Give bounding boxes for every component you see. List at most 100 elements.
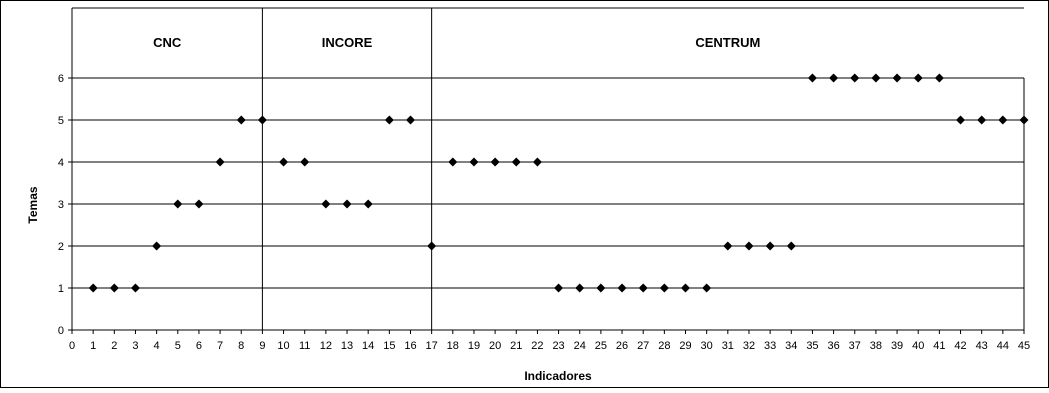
- data-point-22: [532, 157, 542, 167]
- x-tick-label-36: 36: [827, 340, 839, 352]
- x-tick-label-22: 22: [531, 340, 543, 352]
- data-point-10: [279, 157, 289, 167]
- x-tick-label-35: 35: [806, 340, 818, 352]
- x-tick-label-1: 1: [90, 340, 96, 352]
- x-tick-label-14: 14: [362, 340, 374, 352]
- data-point-15: [384, 115, 394, 125]
- x-tick-label-27: 27: [637, 340, 649, 352]
- x-tick-label-31: 31: [722, 340, 734, 352]
- x-tick-label-10: 10: [277, 340, 289, 352]
- data-point-24: [575, 283, 585, 293]
- x-tick-label-19: 19: [468, 340, 480, 352]
- y-tick-label-6: 6: [58, 73, 64, 85]
- x-tick-label-40: 40: [912, 340, 924, 352]
- data-point-12: [321, 199, 331, 209]
- data-point-40: [913, 73, 923, 83]
- x-tick-label-33: 33: [764, 340, 776, 352]
- data-point-7: [215, 157, 225, 167]
- group-label-incore: INCORE: [322, 35, 373, 50]
- x-tick-label-5: 5: [175, 340, 181, 352]
- y-tick-label-0: 0: [58, 325, 64, 337]
- data-point-9: [257, 115, 267, 125]
- data-point-19: [469, 157, 479, 167]
- x-tick-label-28: 28: [658, 340, 670, 352]
- x-tick-label-18: 18: [447, 340, 459, 352]
- y-tick-label-4: 4: [58, 157, 64, 169]
- data-point-33: [765, 241, 775, 251]
- x-tick-label-41: 41: [933, 340, 945, 352]
- data-point-32: [744, 241, 754, 251]
- x-tick-label-8: 8: [238, 340, 244, 352]
- y-tick-label-3: 3: [58, 199, 64, 211]
- x-tick-label-21: 21: [510, 340, 522, 352]
- x-tick-label-25: 25: [595, 340, 607, 352]
- data-points: [88, 73, 1029, 293]
- data-point-11: [300, 157, 310, 167]
- y-tick-label-2: 2: [58, 241, 64, 253]
- data-point-30: [702, 283, 712, 293]
- data-point-43: [977, 115, 987, 125]
- y-axis-title: Temas: [26, 186, 40, 223]
- x-tick-label-13: 13: [341, 340, 353, 352]
- group-dividers: CNC INCORE CENTRUM: [153, 8, 760, 330]
- y-tick-label-1: 1: [58, 283, 64, 295]
- x-tick-label-15: 15: [383, 340, 395, 352]
- data-point-38: [871, 73, 881, 83]
- x-tick-label-45: 45: [1018, 340, 1030, 352]
- x-tick-label-32: 32: [743, 340, 755, 352]
- x-tick-label-44: 44: [997, 340, 1009, 352]
- data-point-44: [998, 115, 1008, 125]
- x-tick-label-26: 26: [616, 340, 628, 352]
- x-tick-label-4: 4: [154, 340, 160, 352]
- data-point-25: [596, 283, 606, 293]
- data-point-36: [829, 73, 839, 83]
- data-point-28: [659, 283, 669, 293]
- data-point-37: [850, 73, 860, 83]
- x-tick-label-24: 24: [574, 340, 586, 352]
- x-tick-label-23: 23: [552, 340, 564, 352]
- data-point-14: [363, 199, 373, 209]
- x-tick-label-7: 7: [217, 340, 223, 352]
- x-tick-label-6: 6: [196, 340, 202, 352]
- x-axis-title: Indicadores: [524, 369, 592, 383]
- group-label-cnc: CNC: [153, 35, 182, 50]
- x-tick-label-38: 38: [870, 340, 882, 352]
- data-point-4: [152, 241, 162, 251]
- x-tick-label-3: 3: [132, 340, 138, 352]
- data-point-1: [88, 283, 98, 293]
- gridlines: [72, 77, 1024, 289]
- x-tick-label-42: 42: [954, 340, 966, 352]
- data-point-29: [681, 283, 691, 293]
- data-point-23: [554, 283, 564, 293]
- x-tick-label-12: 12: [320, 340, 332, 352]
- data-point-34: [786, 241, 796, 251]
- data-point-16: [405, 115, 415, 125]
- group-label-centrum: CENTRUM: [695, 35, 760, 50]
- data-point-6: [194, 199, 204, 209]
- x-tick-label-17: 17: [426, 340, 438, 352]
- x-tick-label-0: 0: [69, 340, 75, 352]
- x-tick-label-20: 20: [489, 340, 501, 352]
- data-point-35: [807, 73, 817, 83]
- data-point-39: [892, 73, 902, 83]
- x-tick-label-30: 30: [701, 340, 713, 352]
- x-tick-label-2: 2: [111, 340, 117, 352]
- x-tick-label-39: 39: [891, 340, 903, 352]
- data-point-42: [956, 115, 966, 125]
- x-tick-label-34: 34: [785, 340, 797, 352]
- data-point-8: [236, 115, 246, 125]
- data-point-20: [490, 157, 500, 167]
- x-tick-label-43: 43: [976, 340, 988, 352]
- x-tick-label-16: 16: [404, 340, 416, 352]
- x-tick-label-9: 9: [259, 340, 265, 352]
- data-point-18: [448, 157, 458, 167]
- data-point-2: [109, 283, 119, 293]
- data-point-41: [934, 73, 944, 83]
- x-tick-label-11: 11: [299, 340, 310, 352]
- data-point-26: [617, 283, 627, 293]
- x-tick-label-29: 29: [679, 340, 691, 352]
